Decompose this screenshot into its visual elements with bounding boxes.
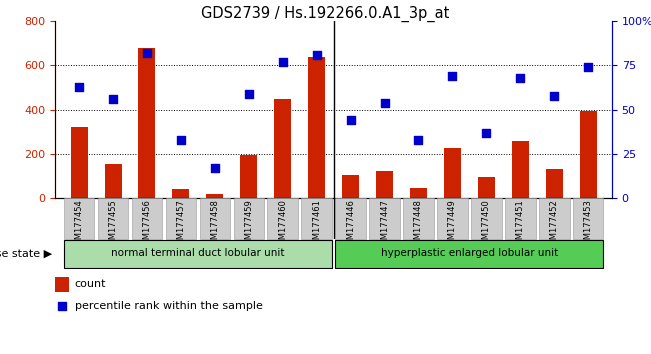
Text: hyperplastic enlarged lobular unit: hyperplastic enlarged lobular unit	[381, 249, 558, 258]
Text: GSM177453: GSM177453	[584, 199, 592, 250]
Text: GSM177455: GSM177455	[109, 199, 118, 250]
Point	[176, 137, 186, 143]
Text: GSM177446: GSM177446	[346, 199, 355, 250]
Point	[583, 64, 594, 70]
Point	[380, 100, 390, 105]
Bar	[206, 194, 223, 198]
Bar	[64, 240, 332, 268]
Bar	[132, 198, 162, 239]
Bar	[268, 198, 298, 239]
Text: GSM177447: GSM177447	[380, 199, 389, 250]
Bar	[376, 171, 393, 198]
Text: GSM177454: GSM177454	[75, 199, 83, 250]
Text: GSM177457: GSM177457	[176, 199, 186, 250]
Bar	[64, 198, 94, 239]
Bar	[234, 198, 264, 239]
Text: GSM177450: GSM177450	[482, 199, 491, 250]
Bar	[105, 164, 122, 198]
Bar	[505, 198, 536, 239]
Bar	[410, 188, 427, 198]
Bar	[173, 189, 189, 198]
Text: percentile rank within the sample: percentile rank within the sample	[75, 301, 263, 311]
Point	[447, 73, 458, 79]
Text: count: count	[75, 279, 106, 290]
Text: GSM177461: GSM177461	[312, 199, 321, 250]
Point	[413, 137, 424, 143]
Bar	[335, 198, 366, 239]
Bar	[55, 277, 69, 292]
Bar	[274, 99, 291, 198]
Point	[277, 59, 288, 65]
Text: GSM177459: GSM177459	[244, 199, 253, 250]
Point	[549, 93, 559, 98]
Point	[243, 91, 254, 97]
Point	[74, 84, 84, 90]
Text: GSM177458: GSM177458	[210, 199, 219, 250]
Bar	[444, 148, 461, 198]
Bar	[539, 198, 570, 239]
Point	[142, 50, 152, 56]
Text: GSM177452: GSM177452	[549, 199, 559, 250]
Bar	[200, 198, 230, 239]
Bar	[301, 198, 332, 239]
Text: normal terminal duct lobular unit: normal terminal duct lobular unit	[111, 249, 284, 258]
Bar	[139, 48, 156, 198]
Point	[210, 165, 220, 171]
Text: GSM177456: GSM177456	[143, 199, 152, 250]
Bar	[70, 127, 88, 198]
Bar	[240, 155, 257, 198]
Point	[108, 96, 118, 102]
Point	[515, 75, 525, 81]
Point	[311, 52, 322, 58]
Text: GSM177460: GSM177460	[278, 199, 287, 250]
Bar	[308, 57, 325, 198]
Bar	[512, 141, 529, 198]
Text: GSM177449: GSM177449	[448, 199, 457, 250]
Point	[57, 303, 67, 309]
Bar	[165, 198, 196, 239]
Bar	[403, 198, 434, 239]
Bar	[546, 170, 562, 198]
Bar	[369, 198, 400, 239]
Text: disease state ▶: disease state ▶	[0, 249, 52, 258]
Text: GDS2739 / Hs.192266.0.A1_3p_at: GDS2739 / Hs.192266.0.A1_3p_at	[201, 5, 450, 22]
Bar	[573, 198, 603, 239]
Text: GSM177451: GSM177451	[516, 199, 525, 250]
Bar	[579, 111, 597, 198]
Point	[481, 130, 492, 136]
Bar	[98, 198, 128, 239]
Bar	[471, 198, 502, 239]
Point	[346, 118, 356, 123]
Bar	[342, 175, 359, 198]
Text: GSM177448: GSM177448	[414, 199, 423, 250]
Bar	[437, 198, 467, 239]
Bar	[335, 240, 603, 268]
Bar	[478, 177, 495, 198]
